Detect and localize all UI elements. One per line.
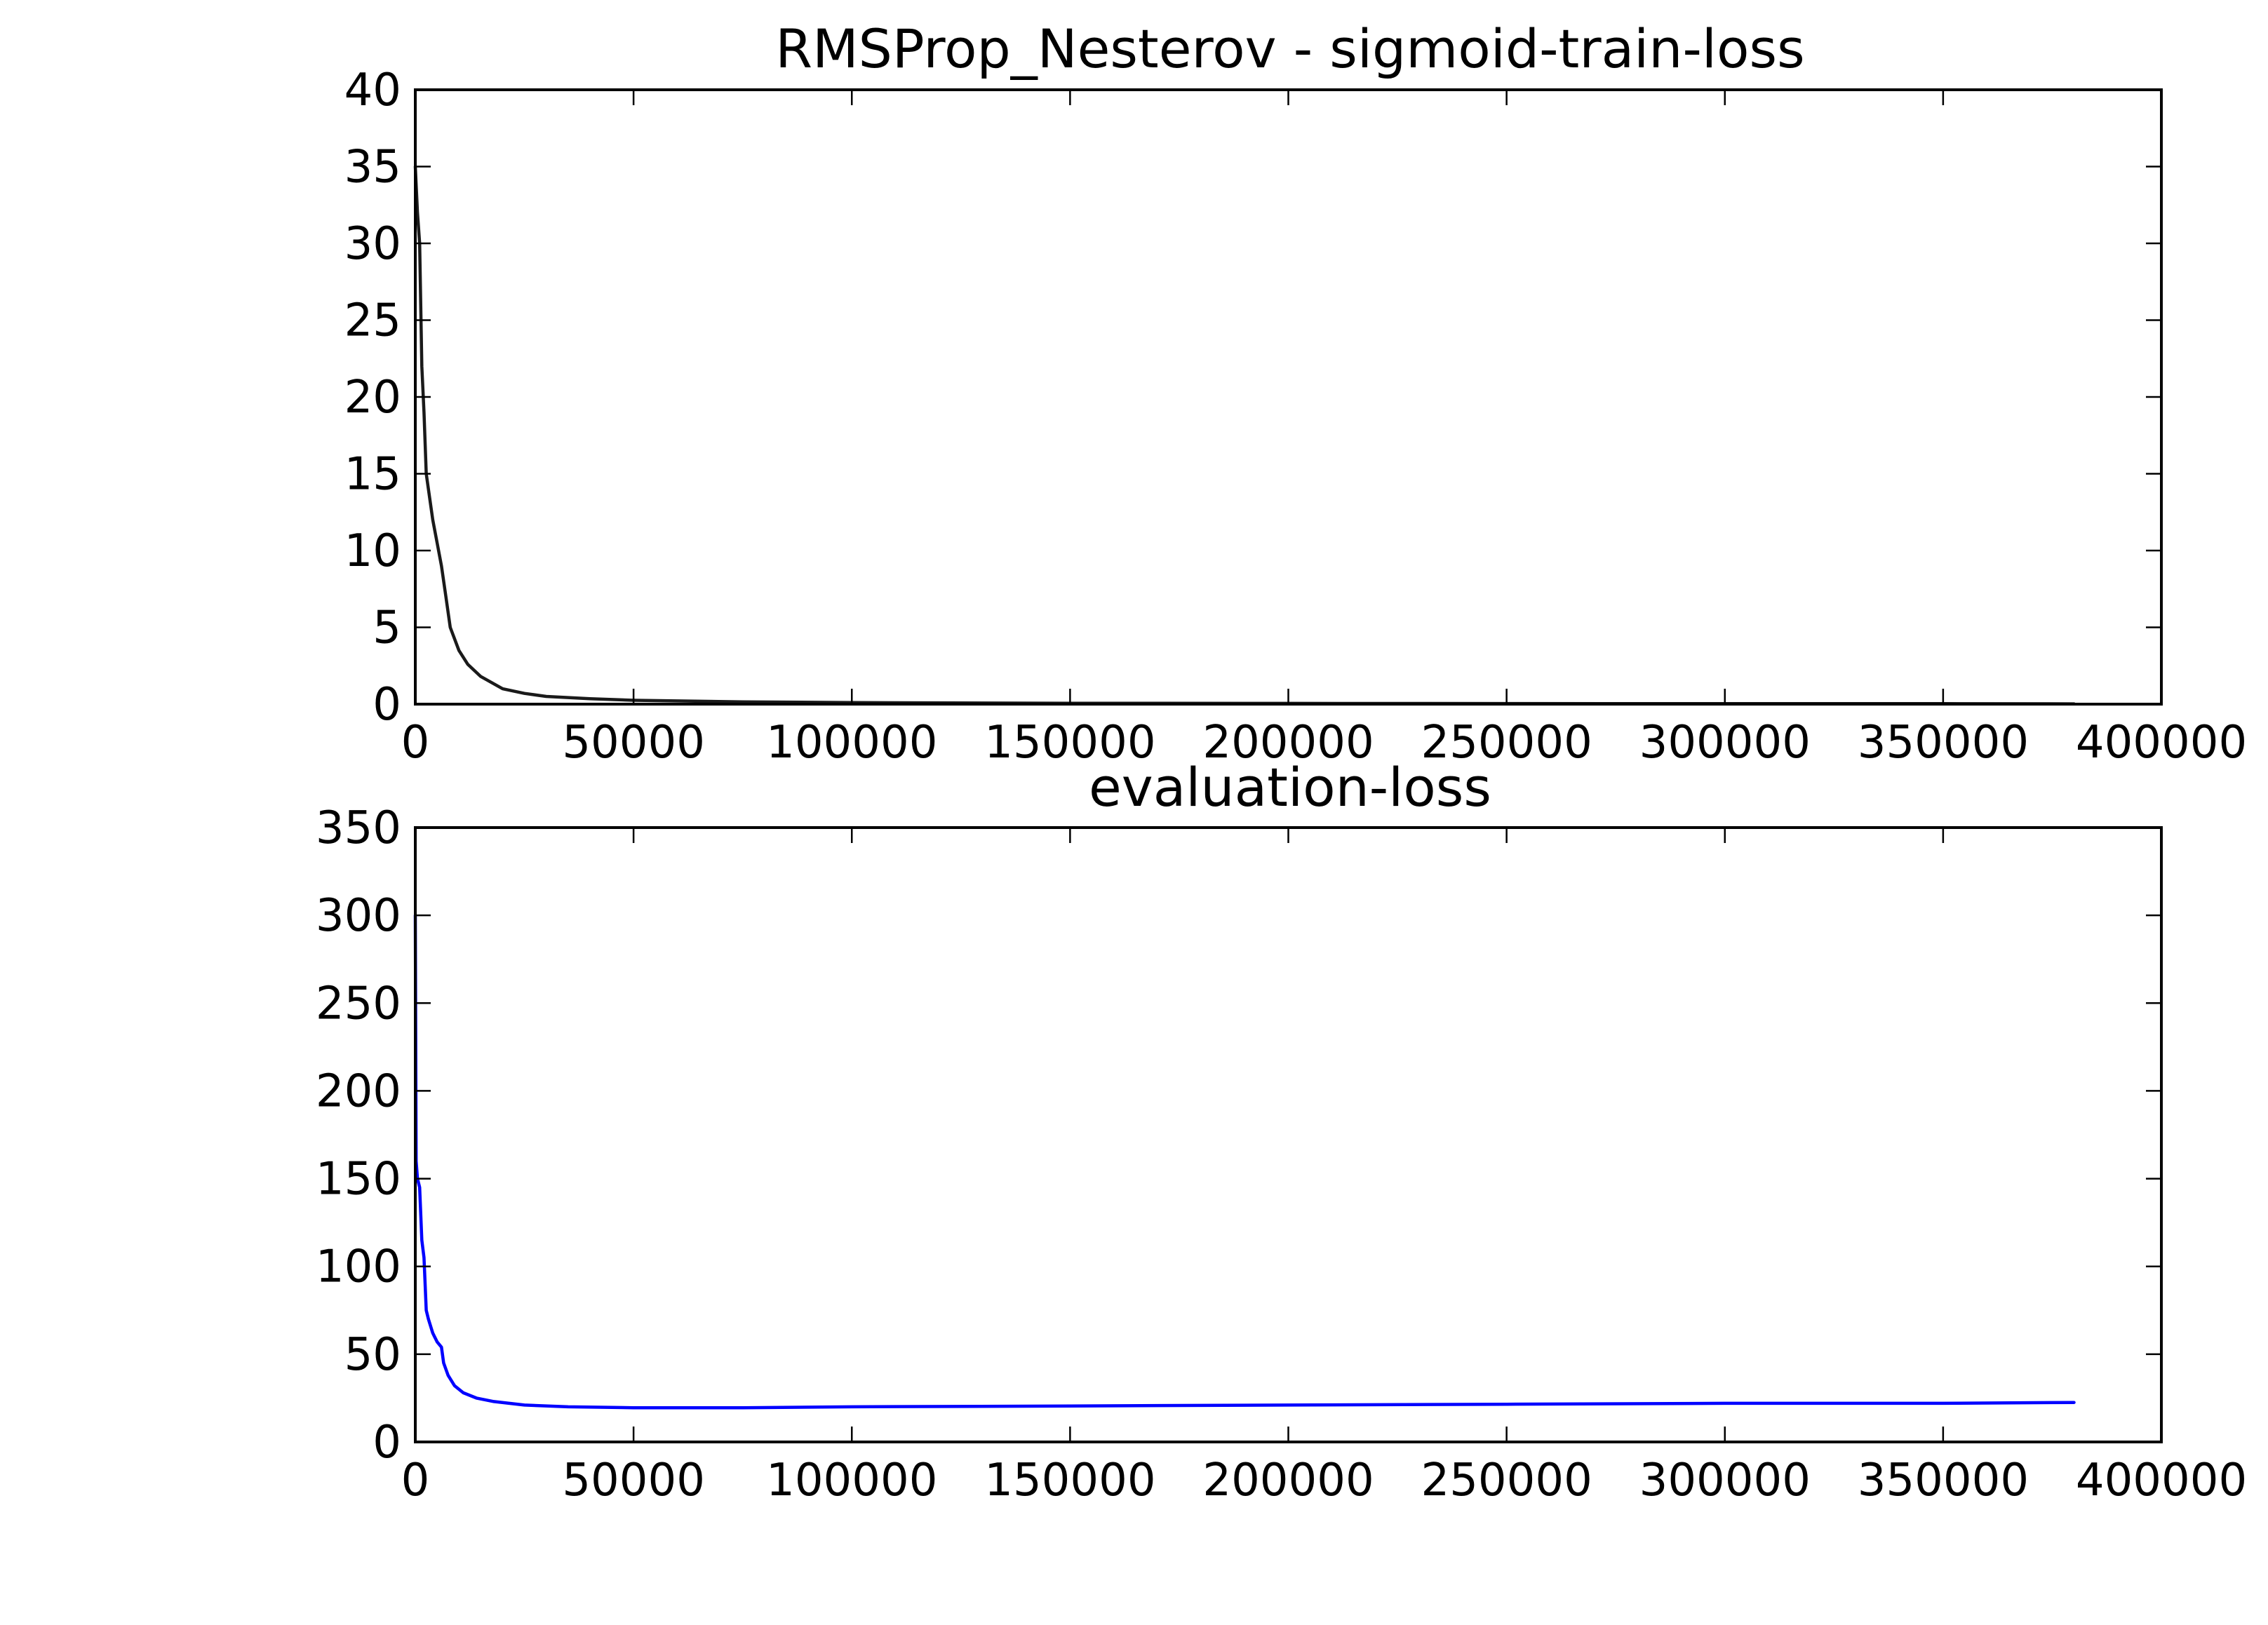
eval-loss-axes-frame <box>414 826 2163 1443</box>
eval-loss-y-tick-label: 250 <box>316 978 401 1030</box>
eval-loss-y-tick-label: 200 <box>316 1065 401 1117</box>
train-loss-x-tick-label: 200000 <box>1202 717 1374 769</box>
train-loss-x-tick-label: 0 <box>401 717 430 769</box>
train-loss-x-tick-label: 350000 <box>1858 717 2029 769</box>
eval-loss-x-tick-label: 200000 <box>1202 1455 1374 1506</box>
train-loss-series-line-0 <box>413 165 2076 706</box>
train-loss-x-tick-label: 300000 <box>1639 717 1811 769</box>
train-loss-x-tick-label: 50000 <box>562 717 705 769</box>
train-loss-axes-frame <box>414 88 2163 706</box>
eval-loss-y-tick-label: 0 <box>373 1417 401 1469</box>
eval-loss-x-tick-label: 400000 <box>2076 1455 2247 1506</box>
eval-loss-y-tick-label: 300 <box>316 890 401 942</box>
eval-loss-x-tick-label: 300000 <box>1639 1455 1811 1506</box>
eval-loss-x-tick-label: 350000 <box>1858 1455 2029 1506</box>
eval-loss-series-line-0 <box>413 913 2076 1410</box>
train-loss-x-tick-label: 100000 <box>766 717 937 769</box>
eval-loss-y-tick-label: 350 <box>316 802 401 854</box>
train-loss-y-tick-label: 25 <box>344 295 401 347</box>
eval-loss-x-tick-label: 250000 <box>1421 1455 1592 1506</box>
train-loss-y-tick-label: 40 <box>344 65 401 116</box>
train-loss-y-tick-label: 15 <box>344 449 401 501</box>
eval-loss-x-tick-label: 0 <box>401 1455 430 1506</box>
eval-loss-x-tick-label: 150000 <box>984 1455 1155 1506</box>
eval-loss-y-tick-label: 150 <box>316 1154 401 1206</box>
train-loss-axes: 0 50000 100000 150000 200000 250000 300000 3500… <box>344 65 2248 769</box>
train-loss-y-tick-label: 35 <box>344 142 401 194</box>
train-loss-y-tick-label: 30 <box>344 218 401 270</box>
eval-loss-y-tick-label: 50 <box>344 1329 401 1381</box>
eval-loss-title: evaluation-loss <box>1089 756 1491 818</box>
train-loss-subplot: RMSProp_Nesterov - sigmoid-train-loss 0 5… <box>344 18 2248 769</box>
train-loss-y-tick-label: 10 <box>344 525 401 577</box>
train-loss-y-tick-label: 0 <box>373 679 401 731</box>
train-loss-x-tick-label: 400000 <box>2076 717 2247 769</box>
train-loss-title: RMSProp_Nesterov - sigmoid-train-loss <box>775 18 1804 80</box>
eval-loss-subplot: evaluation-loss 0 50000 100000 150000 200000… <box>316 756 2247 1506</box>
train-loss-y-tick-label: 5 <box>373 602 401 654</box>
eval-loss-x-tick-label: 100000 <box>766 1455 937 1506</box>
train-loss-y-tick-label: 20 <box>344 372 401 424</box>
eval-loss-y-tick-label: 100 <box>316 1241 401 1293</box>
train-loss-x-tick-label: 150000 <box>984 717 1155 769</box>
train-loss-x-tick-label: 250000 <box>1421 717 1592 769</box>
eval-loss-x-tick-label: 50000 <box>562 1455 705 1506</box>
eval-loss-axes: 0 50000 100000 150000 200000 250000 300000 3500… <box>316 802 2247 1506</box>
